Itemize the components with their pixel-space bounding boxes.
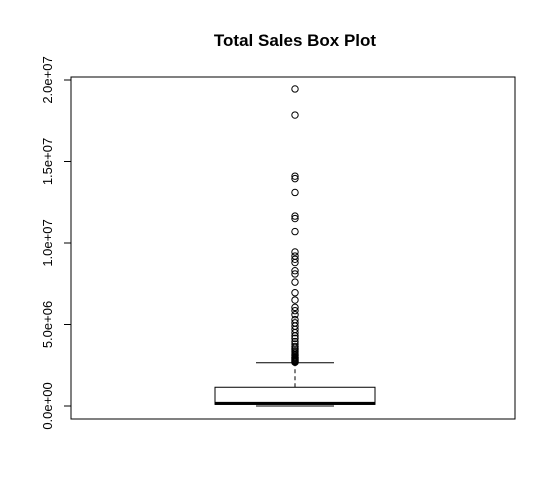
plot-frame <box>70 76 516 420</box>
box-group <box>214 362 376 407</box>
outlier-point <box>291 334 299 343</box>
outlier-point <box>291 342 299 351</box>
outlier-point <box>291 252 299 260</box>
outlier-point <box>291 267 299 275</box>
outlier-point <box>291 303 299 312</box>
outlier-point <box>291 306 299 315</box>
outlier-point <box>291 270 299 278</box>
outlier-point <box>291 255 299 263</box>
outlier-point <box>291 340 299 348</box>
outlier-point <box>291 212 299 220</box>
y-tick-label: 2.0e+07 <box>40 56 55 103</box>
outlier-point <box>291 337 299 346</box>
outlier-point <box>291 172 299 180</box>
outlier-point <box>291 289 299 297</box>
outlier-point <box>291 311 299 319</box>
outlier-point <box>291 296 299 304</box>
outlier-point <box>291 315 299 324</box>
outlier-point <box>291 227 299 236</box>
outlier-point <box>291 174 299 183</box>
outlier-point <box>291 214 299 223</box>
y-axis: 0.0e+00 5.0e+06 1.0e+07 1.5e+07 2.0e+07 <box>40 56 71 430</box>
outlier-point <box>291 248 299 256</box>
outlier-point <box>291 319 299 327</box>
chart-title: Total Sales Box Plot <box>214 31 377 50</box>
y-tick-label: 5.0e+06 <box>40 301 55 348</box>
box-iqr <box>214 386 376 405</box>
outlier-point <box>291 85 299 93</box>
outlier-group <box>291 85 299 367</box>
outlier-point <box>291 188 299 197</box>
outlier-point <box>291 278 299 286</box>
y-tick-label: 1.5e+07 <box>40 138 55 185</box>
y-tick-label: 1.0e+07 <box>40 219 55 266</box>
y-tick-label: 0.0e+00 <box>40 382 55 429</box>
outlier-point <box>291 111 299 119</box>
